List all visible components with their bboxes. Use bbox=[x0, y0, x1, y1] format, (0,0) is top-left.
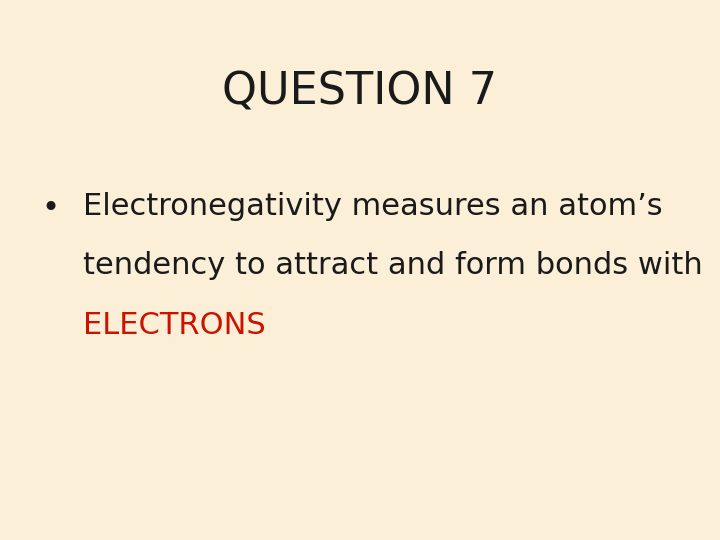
Text: tendency to attract and form bonds with: tendency to attract and form bonds with bbox=[83, 251, 703, 280]
Text: QUESTION 7: QUESTION 7 bbox=[222, 70, 498, 113]
Text: ELECTRONS: ELECTRONS bbox=[83, 310, 266, 340]
Text: •: • bbox=[41, 194, 60, 224]
Text: Electronegativity measures an atom’s: Electronegativity measures an atom’s bbox=[83, 192, 662, 221]
